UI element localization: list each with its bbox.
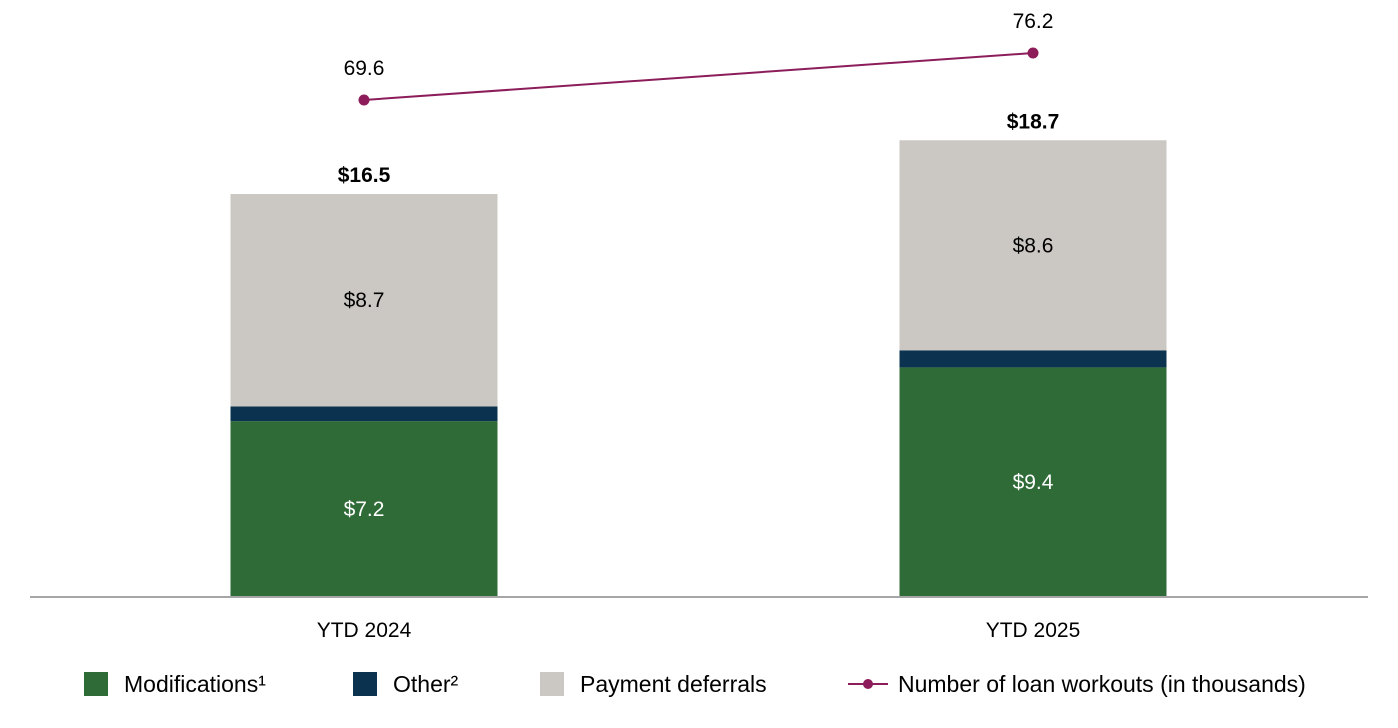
legend-swatch-other: [353, 672, 377, 696]
segment-labels-group: $7.2 $8.7 $9.4 $8.6: [344, 234, 1054, 521]
legend-line-marker-icon: [848, 679, 888, 689]
chart-area: $7.2$8.7$9.4$8.6 $16.5$18.7 YTD 2024 YTD …: [30, 10, 1368, 642]
legend-label-loan-workouts: Number of loan workouts (in thousands): [898, 670, 1306, 697]
total-label-0: $16.5: [338, 164, 391, 187]
data-label-modifications-1: $9.4: [1013, 471, 1054, 494]
workouts-point-0: [358, 94, 370, 106]
x-tick-label-0: YTD 2024: [317, 619, 412, 642]
bar-other-1: [899, 350, 1167, 368]
bar-other-0: [230, 406, 498, 422]
workouts-line-group: 69.6 76.2: [344, 10, 1054, 106]
legend: Modifications¹ Other² Payment deferrals …: [0, 668, 1398, 700]
workouts-label-1: 76.2: [1013, 10, 1054, 33]
workouts-label-0: 69.6: [344, 57, 385, 80]
bar-payment-deferrals-0: [230, 194, 498, 407]
legend-swatch-modifications: [84, 672, 108, 696]
total-label-1: $18.7: [1007, 110, 1060, 133]
legend-label-payment-deferrals: Payment deferrals: [580, 670, 767, 697]
bar-modifications-0: [230, 421, 498, 597]
legend-item-other: Other²: [353, 668, 458, 700]
total-labels-group: $16.5 $18.7: [338, 110, 1060, 187]
x-tick-labels-group: YTD 2024 YTD 2025: [317, 619, 1081, 642]
bar-modifications-1: [899, 367, 1167, 597]
bar-payment-deferrals-1: [899, 140, 1167, 351]
x-tick-label-1: YTD 2025: [986, 619, 1081, 642]
legend-item-loan-workouts: Number of loan workouts (in thousands): [848, 668, 1306, 700]
legend-label-other: Other²: [393, 670, 459, 697]
data-label-modifications-0: $7.2: [344, 498, 385, 521]
legend-label-modifications: Modifications¹: [124, 670, 266, 697]
legend-item-modifications: Modifications¹: [84, 668, 266, 700]
data-label-payment-deferrals-1: $8.6: [1013, 234, 1054, 257]
data-label-payment-deferrals-0: $8.7: [344, 289, 385, 312]
workouts-point-1: [1027, 47, 1039, 59]
legend-swatch-payment-deferrals: [540, 672, 564, 696]
bars-group: [230, 140, 1167, 597]
legend-item-payment-deferrals: Payment deferrals: [540, 668, 767, 700]
workouts-line: [363, 52, 1034, 101]
